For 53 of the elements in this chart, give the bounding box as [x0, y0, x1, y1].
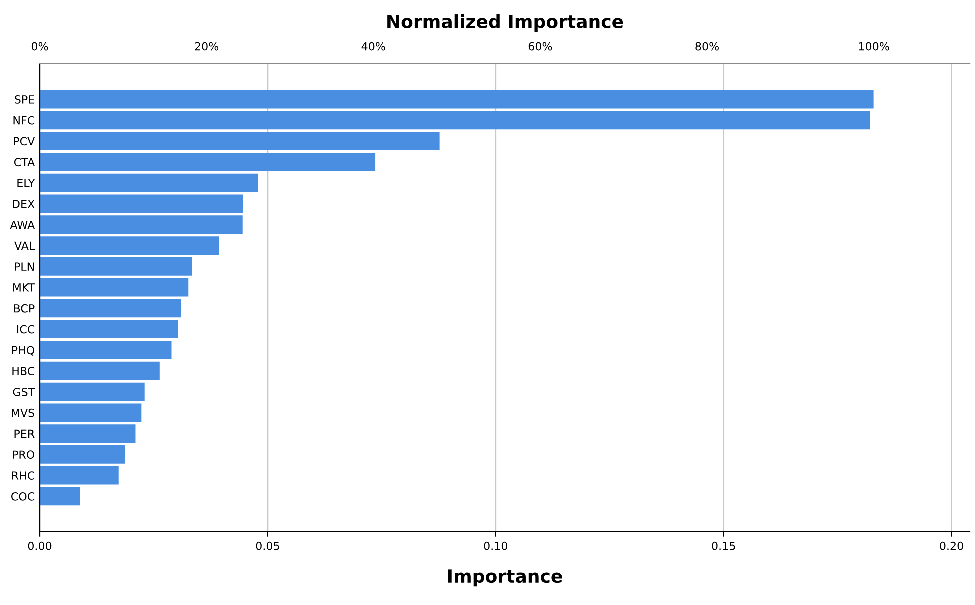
y-tick-label: NFC: [14, 116, 35, 125]
y-tick-label: ELY: [18, 179, 36, 188]
bar: [40, 320, 178, 339]
bar: [40, 257, 192, 276]
bar: [40, 446, 126, 464]
x2-tick-label: 60%: [528, 42, 552, 51]
bar: [40, 132, 440, 150]
x2-tick-label: 100%: [859, 42, 890, 51]
bar: [40, 216, 243, 234]
x-tick-label: 0.05: [256, 542, 280, 550]
y-tick-label: RHC: [12, 472, 35, 480]
bar: [40, 424, 136, 443]
x-tick-label: 0.20: [940, 542, 964, 550]
y-tick-label: GST: [13, 388, 36, 396]
bar: [40, 404, 142, 422]
bar: [40, 194, 244, 214]
y-tick-label: ICC: [17, 325, 35, 334]
bar: [40, 382, 145, 402]
bar: [40, 341, 172, 360]
x-tick-label: 0.00: [28, 542, 52, 550]
bar: [40, 487, 80, 506]
y-tick-label: AWA: [10, 220, 36, 230]
y-tick-label: VAL: [14, 242, 36, 250]
x2-tick-label: 0%: [32, 42, 48, 51]
x-tick-label: 0.10: [484, 542, 508, 550]
bar: [40, 466, 119, 485]
x2-tick-label: 40%: [362, 42, 386, 51]
bar: [40, 174, 258, 192]
y-tick-label: PLN: [15, 262, 34, 271]
bar: [40, 362, 160, 380]
x2-axis-title: Normalized Importance: [388, 14, 624, 32]
x2-tick-label: 20%: [195, 42, 219, 51]
y-tick-label: CTA: [14, 158, 36, 167]
y-tick-label: PHQ: [12, 346, 35, 356]
y-tick-label: PER: [14, 430, 35, 438]
y-tick-label: COC: [12, 492, 35, 501]
x2-tick-label: 80%: [696, 42, 719, 51]
x-tick-label: 0.15: [712, 542, 736, 550]
y-tick-label: DEX: [13, 200, 35, 208]
bar: [40, 90, 874, 109]
y-tick-label: MVS: [12, 408, 35, 418]
x-axis-title: Importance: [448, 570, 562, 587]
y-tick-label: PCV: [14, 137, 36, 146]
bar: [40, 111, 870, 130]
bar: [40, 153, 376, 172]
y-tick-label: MKT: [13, 284, 36, 292]
y-tick-label: BCP: [14, 304, 35, 313]
bar: [40, 278, 189, 297]
bar: [40, 236, 220, 255]
bar: [40, 299, 182, 318]
y-tick-label: PRO: [13, 450, 35, 460]
y-tick-label: SPE: [15, 95, 34, 104]
y-tick-label: HBC: [12, 367, 35, 376]
